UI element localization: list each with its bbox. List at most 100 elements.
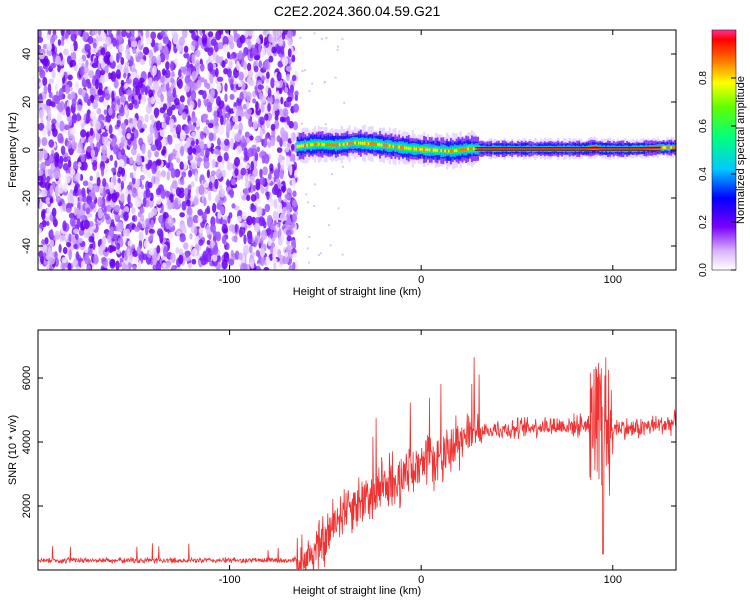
track-core <box>386 144 389 148</box>
noise-pixel <box>170 168 176 179</box>
noise-pixel <box>200 254 207 266</box>
noise-pixel <box>238 71 244 81</box>
noise-pixel <box>47 168 52 175</box>
noise-pixel <box>140 94 147 105</box>
noise-pixel <box>38 162 41 169</box>
noise-pixel <box>87 145 92 153</box>
noise-pixel <box>159 129 166 137</box>
noise-pixel <box>220 142 225 149</box>
noise-pixel <box>210 176 215 184</box>
noise-pixel <box>147 171 152 179</box>
noise-pixel <box>112 37 117 47</box>
noise-pixel <box>172 87 177 99</box>
noise-pixel <box>207 31 214 38</box>
noise-pixel <box>38 189 42 196</box>
noise-pixel <box>156 54 161 66</box>
noise-pixel <box>59 120 65 132</box>
noise-pixel <box>187 145 193 156</box>
noise-pixel <box>218 100 225 110</box>
track-core <box>336 143 340 147</box>
noise-pixel <box>57 132 64 144</box>
noise-pixel <box>281 56 289 67</box>
noise-pixel <box>202 30 206 36</box>
track-core <box>329 143 332 147</box>
track-core <box>394 145 397 149</box>
noise-pixel <box>81 122 85 131</box>
noise-pixel <box>142 46 149 56</box>
noise-pixel <box>260 229 268 240</box>
colorbar-tick-label: 0.4 <box>698 167 709 181</box>
noise-pixel <box>103 109 108 115</box>
track-core <box>388 144 391 148</box>
noise-pixel <box>38 250 44 259</box>
noise-pixel <box>222 35 229 47</box>
noise-pixel <box>63 124 71 131</box>
noise-pixel <box>155 120 162 131</box>
noise-pixel <box>272 102 279 112</box>
noise-pixel <box>130 206 136 215</box>
noise-pixel <box>101 131 109 137</box>
noise-pixel <box>234 156 241 167</box>
noise-pixel <box>179 130 186 141</box>
noise-pixel <box>66 140 72 149</box>
noise-pixel <box>264 58 270 70</box>
track-core <box>549 147 552 151</box>
noise-pixel <box>176 157 181 164</box>
noise-pixel <box>206 169 211 179</box>
track-core <box>474 147 478 151</box>
track-core <box>492 147 495 151</box>
noise-pixel <box>81 187 86 198</box>
noise-pixel <box>250 263 255 270</box>
noise-pixel <box>71 135 76 146</box>
noise-pixel <box>285 100 292 108</box>
noise-pixel <box>158 42 163 51</box>
noise-pixel <box>186 81 193 88</box>
noise-pixel <box>285 229 292 237</box>
track-core <box>651 146 654 150</box>
noise-pixel <box>90 149 96 158</box>
noise-pixel <box>272 250 277 262</box>
noise-pixel <box>46 207 51 217</box>
noise-pixel <box>231 131 237 137</box>
noise-pixel <box>147 181 153 189</box>
noise-pixel <box>187 184 192 190</box>
noise-pixel <box>111 90 115 102</box>
noise-pixel <box>198 227 204 234</box>
noise-pixel <box>277 248 282 258</box>
noise-pixel <box>287 164 293 172</box>
noise-pixel <box>85 207 91 215</box>
noise-pixel <box>118 158 125 168</box>
noise-pixel <box>69 30 76 36</box>
track-core <box>511 147 514 151</box>
noise-pixel <box>54 230 60 241</box>
noise-pixel <box>262 138 268 148</box>
noise-pixel <box>153 80 159 91</box>
noise-pixel <box>41 137 48 147</box>
plot-frame <box>37 329 677 571</box>
noise-pixel <box>189 233 193 240</box>
track-core <box>377 143 380 146</box>
noise-pixel <box>291 74 297 82</box>
noise-pixel <box>87 35 94 45</box>
noise-pixel <box>197 98 202 108</box>
noise-pixel <box>181 171 187 178</box>
noise-pixel <box>46 98 52 107</box>
noise-pixel <box>109 154 114 162</box>
noise-pixel <box>137 81 143 89</box>
track-core <box>668 146 671 150</box>
noise-pixel <box>161 149 166 156</box>
noise-pixel <box>252 167 258 178</box>
noise-pixel <box>183 162 188 170</box>
y-tick-label: 4000 <box>21 430 33 454</box>
noise-pixel <box>115 260 120 270</box>
noise-pixel <box>282 206 286 215</box>
noise-pixel <box>205 82 211 90</box>
noise-pixel <box>218 30 224 35</box>
track-core <box>547 147 550 151</box>
noise-pixel <box>95 95 100 102</box>
noise-pixel <box>138 137 144 147</box>
noise-pixel <box>260 47 266 58</box>
noise-pixel <box>80 154 85 163</box>
noise-pixel <box>205 224 210 236</box>
noise-pixel <box>162 103 168 111</box>
